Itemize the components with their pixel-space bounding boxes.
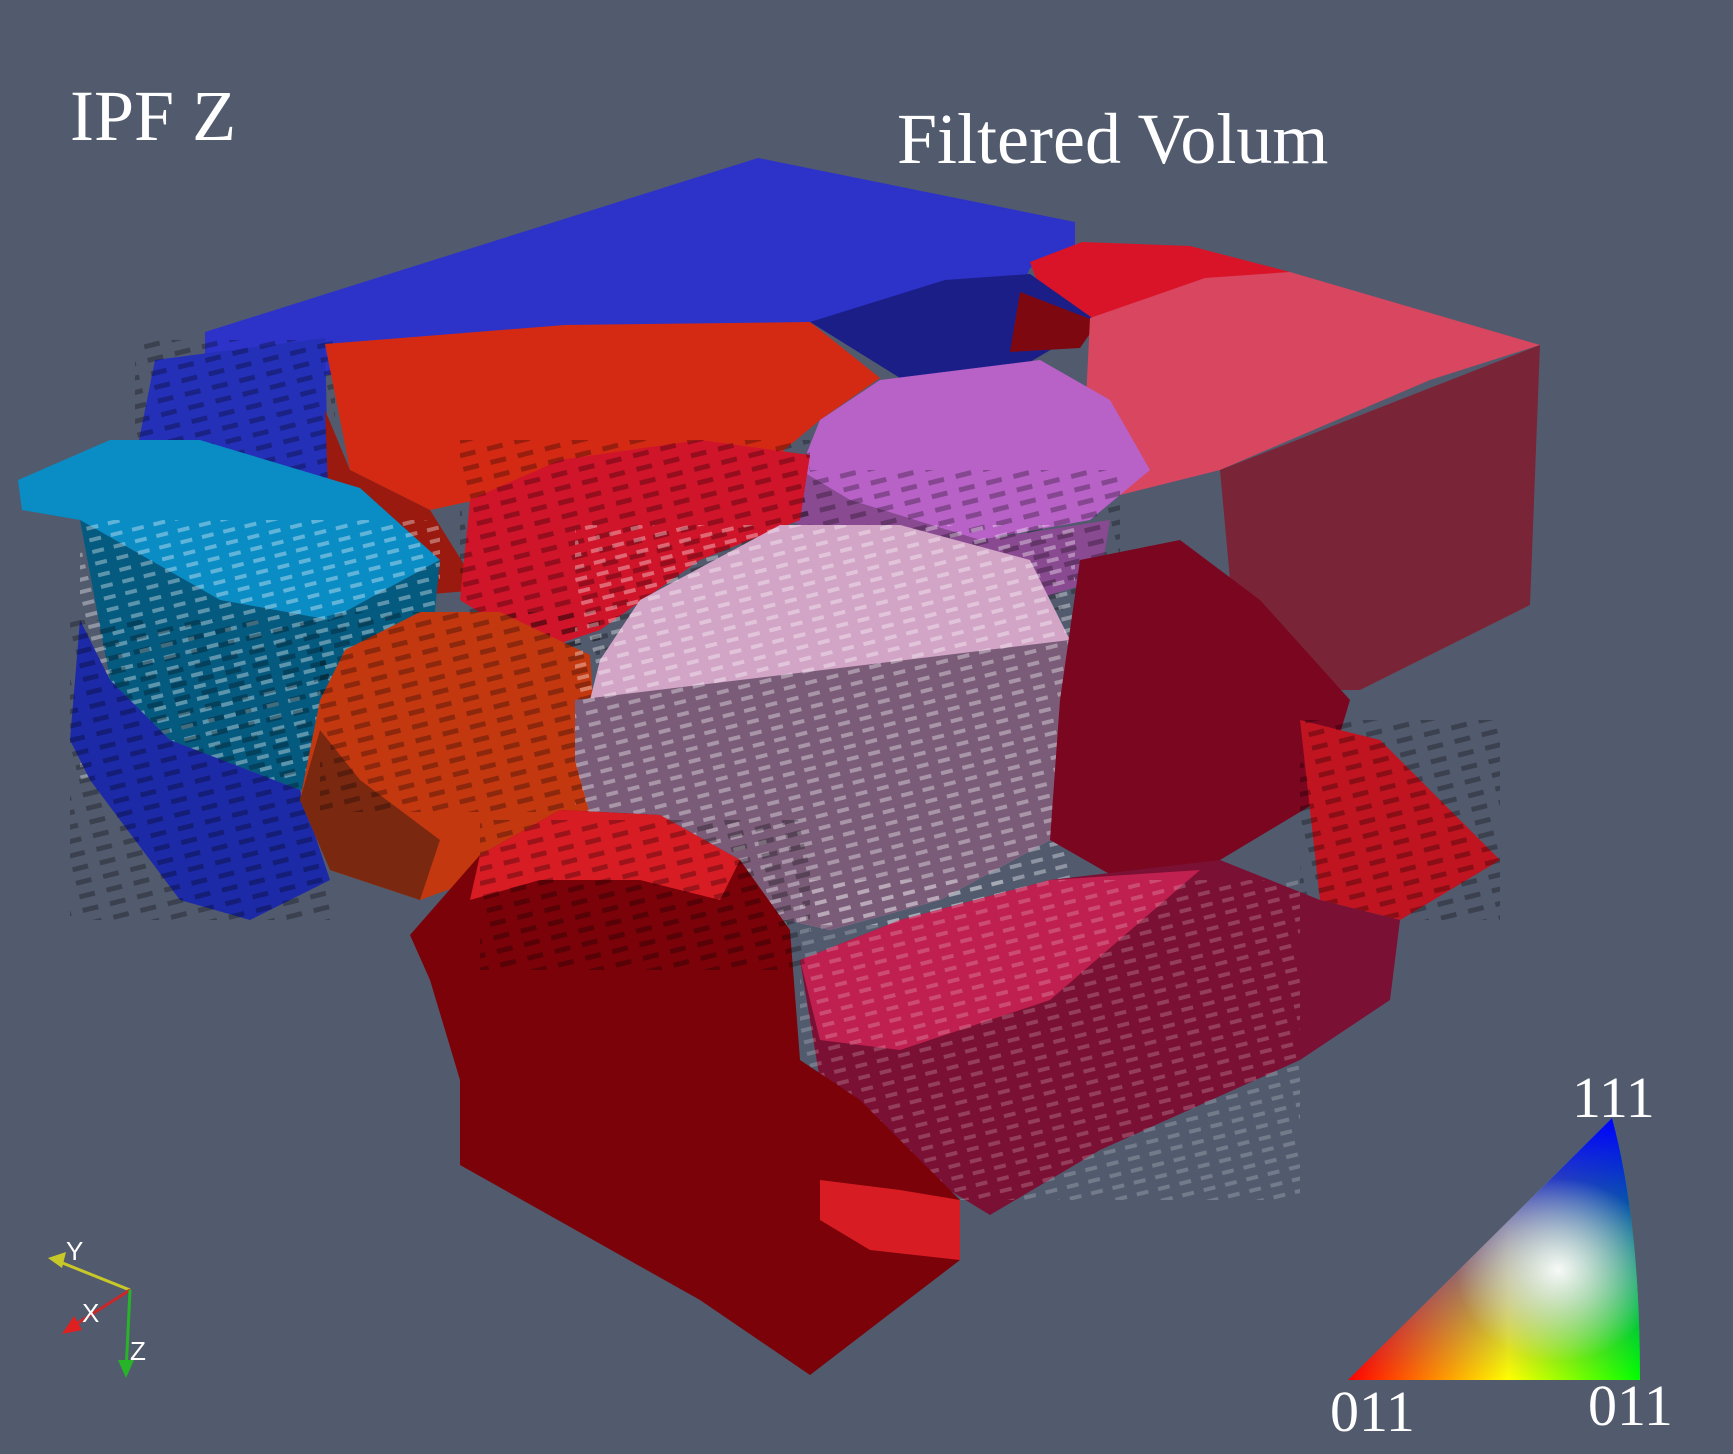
grain-dark-red-front-texture <box>480 820 810 970</box>
grain-red-top-back <box>1030 242 1290 322</box>
orientation-axes <box>48 1252 134 1378</box>
axis-z-line <box>124 1289 132 1373</box>
axis-z-arrowhead <box>118 1360 134 1378</box>
ipf-triangle-center <box>1348 1118 1640 1380</box>
axis-z-label: Z <box>130 1336 146 1366</box>
filtered-volume-title: Filtered Volum <box>897 99 1329 179</box>
grain-dark-red-front-bottom <box>820 1180 960 1260</box>
ipf-label-111: 111 <box>1572 1065 1655 1130</box>
axis-y-line <box>54 1258 131 1292</box>
grain-blue-bottom-left-texture <box>70 620 330 920</box>
ipf-label-011-left: 011 <box>1330 1379 1415 1444</box>
ipf-label-011-right: 011 <box>1588 1373 1673 1438</box>
grain-blue-top <box>205 158 1075 375</box>
axis-y-label: Y <box>66 1236 84 1266</box>
axis-y-arrowhead <box>48 1252 66 1268</box>
grain-red-right-shelf-texture <box>1300 720 1500 920</box>
axis-x-arrowhead <box>62 1316 82 1334</box>
ipf-z-title: IPF Z <box>70 76 237 156</box>
axis-x-line <box>69 1288 131 1330</box>
axis-x-label: X <box>82 1298 100 1328</box>
grain-dark-red-seam <box>1010 292 1098 352</box>
grain-dark-red-right <box>1050 540 1350 880</box>
ipf-color-key <box>1348 1118 1640 1380</box>
grain-pink-box-side <box>1220 345 1540 690</box>
grain-pink-box-top <box>1085 272 1540 495</box>
grain-orange-lower-texture <box>320 612 600 812</box>
